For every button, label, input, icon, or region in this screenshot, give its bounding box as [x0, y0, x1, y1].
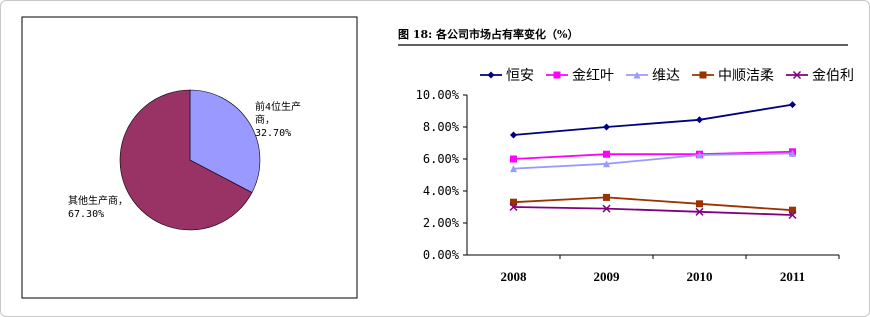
point — [789, 101, 796, 109]
point — [696, 151, 703, 159]
point — [603, 123, 610, 131]
point — [510, 131, 517, 139]
point — [602, 204, 611, 213]
pie-slice — [189, 89, 261, 193]
legend-label: 恒安 — [506, 68, 534, 84]
chart-title: 图 18: 各公司市场占有率变化（%） — [398, 27, 578, 41]
point — [696, 116, 703, 124]
point — [510, 155, 517, 163]
series-line — [513, 196, 793, 212]
y-tick-label: 2.00% — [423, 216, 460, 230]
series-line — [513, 206, 793, 216]
x-tick-label: 2009 — [594, 269, 621, 284]
x-tick-label: 2008 — [501, 269, 528, 284]
point — [789, 206, 796, 214]
point — [510, 198, 517, 206]
y-tick-label: 10.00% — [416, 88, 460, 102]
legend-marker — [487, 71, 495, 79]
series-line — [513, 152, 793, 170]
y-tick-label: 0.00% — [423, 248, 460, 262]
pie-data-label: 前4位生产商， 32.70% — [255, 102, 302, 139]
x-tick-label: 2011 — [780, 269, 805, 284]
legend-label: 中顺洁柔 — [718, 68, 774, 84]
pie-slice — [119, 89, 253, 231]
y-tick-label: 4.00% — [423, 184, 460, 198]
legend-marker — [553, 71, 561, 79]
point — [788, 210, 797, 220]
legend-label: 金红叶 — [572, 68, 614, 84]
point — [696, 200, 703, 208]
y-tick-label: 8.00% — [423, 120, 460, 134]
point — [695, 207, 704, 216]
series-line — [513, 150, 793, 160]
point — [789, 149, 796, 157]
legend-label: 维达 — [652, 68, 680, 84]
legend-marker — [699, 71, 707, 79]
legend-marker — [633, 71, 641, 79]
pie-panel — [21, 16, 358, 299]
point — [603, 193, 610, 201]
point — [603, 150, 610, 158]
legend-marker — [792, 70, 802, 80]
y-tick-label: 6.00% — [423, 152, 460, 166]
x-tick-label: 2010 — [687, 269, 713, 284]
point — [603, 160, 610, 168]
pie-data-label: 其他生产商， 67.30% — [68, 196, 128, 220]
legend-label: 金伯利 — [812, 68, 854, 84]
point — [510, 165, 517, 173]
series-line — [513, 103, 793, 136]
point — [509, 202, 518, 212]
